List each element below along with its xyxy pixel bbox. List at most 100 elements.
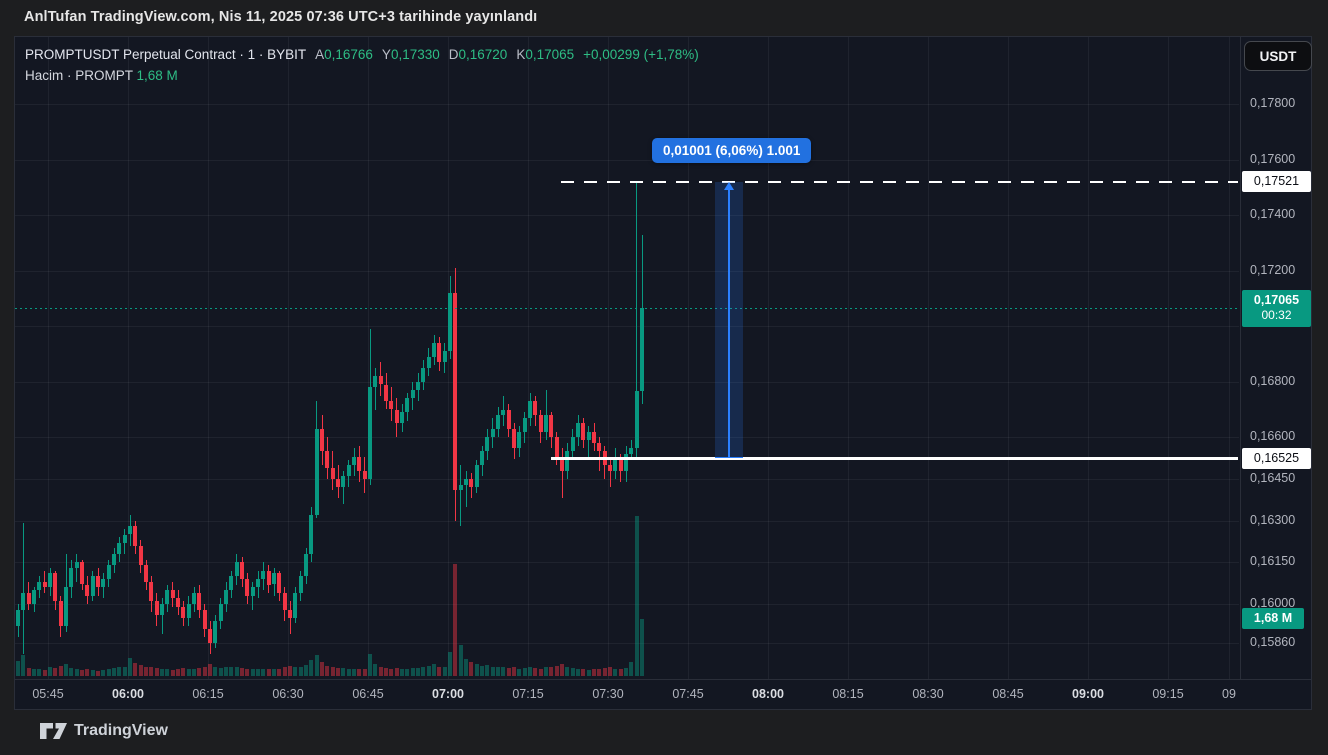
symbol-title[interactable]: PROMPTUSDT Perpetual Contract · 1 · BYBI…	[25, 47, 307, 62]
time-tick-label: 06:30	[272, 687, 304, 701]
candle-body	[469, 479, 474, 488]
volume-bar	[634, 516, 639, 676]
last-price-marker: 0,17065 00:32	[1242, 290, 1311, 328]
volume-bar	[384, 667, 388, 676]
candle-body	[272, 573, 276, 585]
price-tick-label: 0,17800	[1250, 96, 1296, 110]
candle-body	[576, 423, 580, 438]
volume-bar	[640, 618, 644, 676]
candle-wick	[161, 598, 163, 635]
candle-body	[240, 562, 244, 579]
candle-wick	[76, 554, 78, 582]
measure-tool-line	[728, 188, 730, 459]
candle-body	[613, 459, 618, 471]
tradingview-logo-icon[interactable]	[40, 722, 68, 745]
measure-tool-label[interactable]: 0,01001 (6,06%) 1.001	[652, 138, 812, 163]
volume-legend-label[interactable]: Hacim · PROMPT	[25, 68, 133, 83]
attribution-text: AnlTufan TradingView.com, Nis 11, 2025 0…	[24, 9, 538, 25]
gridline-vertical	[688, 37, 689, 679]
volume-bar	[282, 667, 287, 676]
volume-bar	[21, 654, 26, 676]
volume-bar	[32, 668, 36, 676]
time-tick-label: 05:45	[32, 687, 64, 701]
candle-body	[400, 412, 404, 424]
volume-bar	[170, 669, 175, 676]
low-value: 0,16720	[458, 47, 508, 62]
volume-bar	[346, 668, 351, 676]
price-tick-label: 0,16800	[1250, 373, 1296, 388]
footer-bar: TradingView	[0, 710, 1328, 755]
spike-high-dashed-line	[561, 180, 1238, 183]
time-tick-label: 06:15	[192, 687, 224, 701]
volume-bar	[197, 667, 202, 676]
candle-body	[80, 562, 84, 585]
gridline-horizontal	[15, 437, 1239, 439]
volume-bar	[485, 665, 490, 676]
volume-bar	[426, 665, 431, 676]
candle-body	[245, 579, 250, 596]
open-value: 0,16766	[324, 47, 373, 62]
gridline-vertical	[208, 37, 209, 679]
gridline-vertical	[1088, 37, 1089, 679]
gridline-horizontal	[15, 562, 1239, 564]
volume-bar	[586, 669, 591, 676]
volume-bar	[48, 666, 52, 676]
volume-bar	[453, 563, 458, 676]
time-tick-label: 06:45	[352, 687, 384, 701]
candle-body	[298, 576, 303, 593]
volume-bar	[544, 667, 548, 676]
candle-body	[293, 592, 298, 618]
volume-bar	[442, 666, 447, 676]
candle-body	[362, 470, 367, 479]
high-label: Y	[381, 47, 391, 62]
volume-bar	[565, 667, 570, 676]
volume-bar	[490, 666, 495, 676]
gridline-horizontal	[15, 604, 1239, 605]
candle-body	[533, 401, 538, 416]
candle-body	[53, 573, 58, 602]
gridline-horizontal	[15, 270, 1239, 272]
tradingview-brand[interactable]: TradingView	[74, 722, 168, 739]
price-tick-label: 0,16450	[1250, 471, 1296, 485]
candle-wick	[636, 181, 638, 459]
candle-body	[512, 429, 516, 449]
volume-bar	[304, 665, 308, 676]
volume-bar	[208, 664, 212, 676]
volume-bar	[261, 668, 266, 676]
candle-body	[48, 573, 52, 588]
chart-plot-area[interactable]	[15, 37, 1239, 679]
candle-body	[544, 415, 548, 432]
gridline-vertical	[1168, 37, 1169, 679]
candle-body	[506, 409, 511, 429]
volume-bar	[602, 667, 607, 676]
time-tick-label: 08:00	[752, 687, 784, 701]
candle-body	[496, 415, 500, 429]
time-axis[interactable]: 05:45 06:00 06:15 06:30 06:45 07:00 07:15 07:30…	[15, 679, 1311, 709]
candle-countdown: 00:32	[1261, 308, 1292, 323]
volume-bar	[74, 669, 79, 676]
currency-toggle-button[interactable]: USDT	[1244, 41, 1312, 71]
volume-bar	[410, 667, 415, 676]
candle-body	[341, 476, 346, 488]
candle-body	[96, 576, 100, 588]
volume-bar	[448, 651, 452, 676]
price-axis[interactable]: 0,17800 0,17600 0,17400 0,17200 0,16800 0,166…	[1240, 37, 1312, 679]
candle-body	[373, 376, 378, 388]
volume-bar	[570, 667, 575, 676]
candle-body	[480, 451, 484, 466]
candle-body	[37, 581, 42, 591]
price-tick-label: 0,16150	[1250, 554, 1296, 569]
volume-bar	[176, 669, 180, 676]
volume-bar	[90, 669, 95, 676]
candle-wick	[44, 570, 46, 593]
gridline-vertical	[288, 37, 289, 679]
volume-bar	[618, 669, 623, 676]
candle-body	[570, 437, 575, 452]
candle-body	[490, 429, 495, 438]
candle-body	[69, 567, 74, 588]
candle-body	[229, 576, 234, 591]
time-tick-label: 09:00	[1072, 687, 1104, 701]
volume-bar	[37, 669, 42, 676]
change-value: +0,00299 (+1,78%)	[583, 47, 699, 62]
